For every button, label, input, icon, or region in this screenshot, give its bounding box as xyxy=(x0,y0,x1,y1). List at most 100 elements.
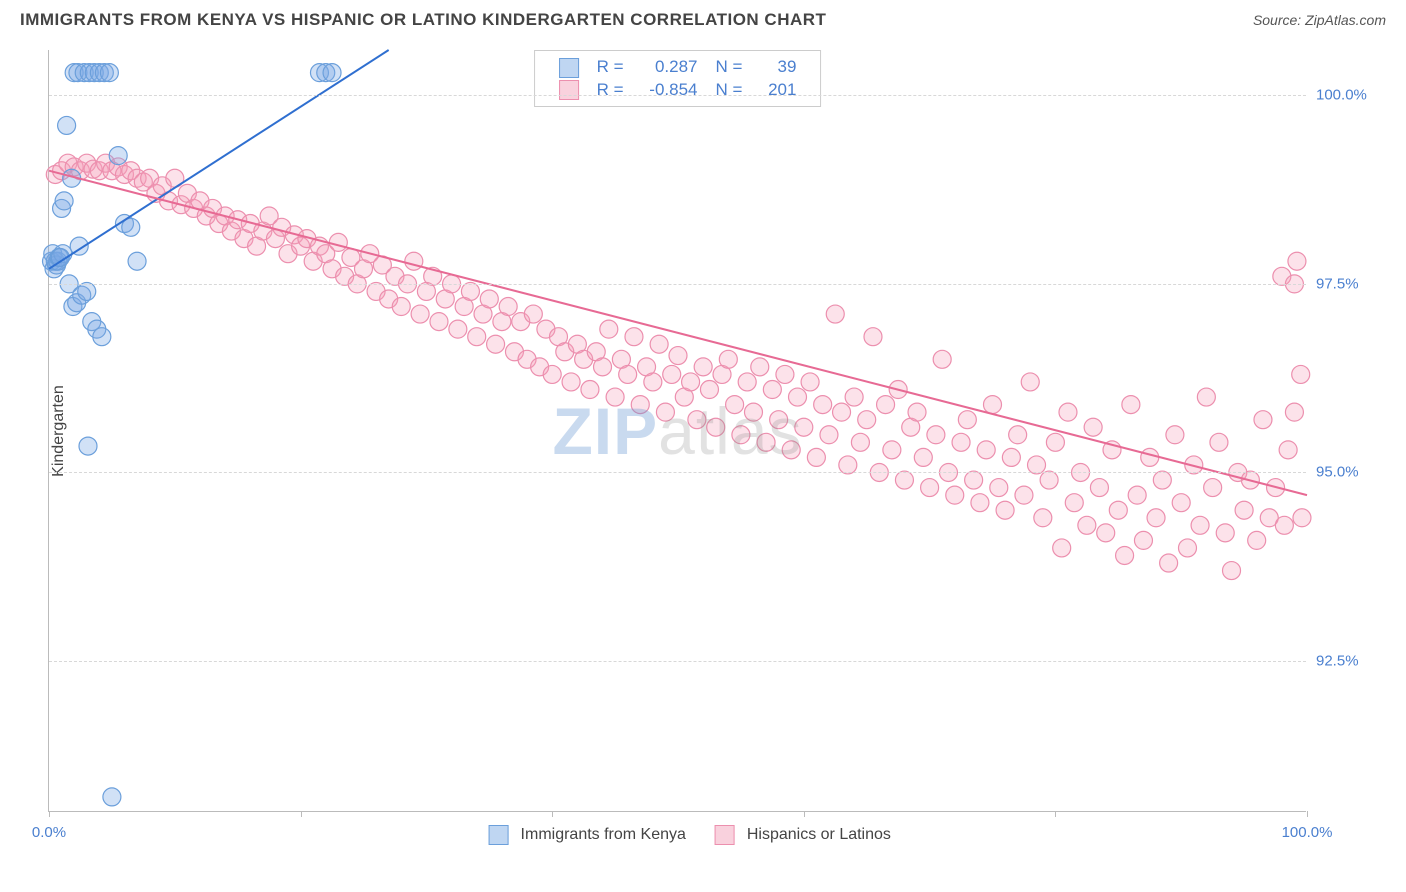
series-label-kenya: Immigrants from Kenya xyxy=(521,826,686,843)
scatter-point-hispanic xyxy=(1134,531,1152,549)
scatter-point-hispanic xyxy=(461,282,479,300)
scatter-point-hispanic xyxy=(1160,554,1178,572)
scatter-point-hispanic xyxy=(1097,524,1115,542)
legend-R-label: R = xyxy=(589,57,632,78)
scatter-point-hispanic xyxy=(864,328,882,346)
x-tick-mark xyxy=(49,811,50,817)
legend-R-label: R = xyxy=(589,80,632,101)
plot-area: Kindergarten ZIPatlas R = 0.287 N = 39 R… xyxy=(48,50,1306,812)
scatter-point-kenya xyxy=(58,116,76,134)
scatter-point-hispanic xyxy=(405,252,423,270)
scatter-point-hispanic xyxy=(990,479,1008,497)
scatter-point-hispanic xyxy=(851,433,869,451)
x-tick-label: 100.0% xyxy=(1282,824,1333,841)
y-tick-label: 97.5% xyxy=(1316,275,1386,292)
scatter-point-hispanic xyxy=(468,328,486,346)
scatter-point-hispanic xyxy=(801,373,819,391)
scatter-point-hispanic xyxy=(751,358,769,376)
y-tick-label: 100.0% xyxy=(1316,87,1386,104)
scatter-point-hispanic xyxy=(933,350,951,368)
scatter-point-hispanic xyxy=(965,471,983,489)
scatter-point-hispanic xyxy=(952,433,970,451)
legend-swatch-kenya-bottom xyxy=(488,825,508,845)
scatter-point-hispanic xyxy=(329,233,347,251)
scatter-point-hispanic xyxy=(1034,509,1052,527)
scatter-point-hispanic xyxy=(914,448,932,466)
scatter-point-kenya xyxy=(78,282,96,300)
scatter-point-hispanic xyxy=(971,494,989,512)
legend-N-label: N = xyxy=(708,57,751,78)
scatter-point-hispanic xyxy=(795,418,813,436)
x-tick-label: 0.0% xyxy=(32,824,66,841)
scatter-point-hispanic xyxy=(594,358,612,376)
y-tick-label: 92.5% xyxy=(1316,653,1386,670)
source-label: Source: ZipAtlas.com xyxy=(1253,12,1386,28)
scatter-point-kenya xyxy=(128,252,146,270)
scatter-point-hispanic xyxy=(1009,426,1027,444)
y-tick-label: 95.0% xyxy=(1316,464,1386,481)
legend-N-kenya: 39 xyxy=(752,57,804,78)
scatter-point-hispanic xyxy=(682,373,700,391)
scatter-point-hispanic xyxy=(858,411,876,429)
scatter-point-hispanic xyxy=(1122,396,1140,414)
scatter-point-hispanic xyxy=(1021,373,1039,391)
scatter-point-hispanic xyxy=(845,388,863,406)
scatter-point-kenya xyxy=(323,64,341,82)
scatter-point-hispanic xyxy=(1172,494,1190,512)
scatter-point-hispanic xyxy=(1015,486,1033,504)
scatter-point-hispanic xyxy=(977,441,995,459)
scatter-point-hispanic xyxy=(1292,365,1310,383)
scatter-point-hispanic xyxy=(480,290,498,308)
scatter-point-hispanic xyxy=(656,403,674,421)
scatter-point-hispanic xyxy=(826,305,844,323)
legend-swatch-hispanic xyxy=(559,80,579,100)
scatter-point-hispanic xyxy=(1197,388,1215,406)
legend-row-hispanic: R = -0.854 N = 201 xyxy=(551,80,805,101)
scatter-point-kenya xyxy=(109,147,127,165)
scatter-point-hispanic xyxy=(1090,479,1108,497)
scatter-point-hispanic xyxy=(1191,516,1209,534)
x-tick-mark xyxy=(552,811,553,817)
x-tick-mark xyxy=(804,811,805,817)
scatter-point-hispanic xyxy=(1141,448,1159,466)
scatter-point-hispanic xyxy=(776,365,794,383)
scatter-point-hispanic xyxy=(921,479,939,497)
scatter-point-hispanic xyxy=(895,471,913,489)
scatter-point-hispanic xyxy=(984,396,1002,414)
trend-line-hispanic xyxy=(49,171,1307,495)
scatter-point-hispanic xyxy=(688,411,706,429)
scatter-point-hispanic xyxy=(1046,433,1064,451)
scatter-point-hispanic xyxy=(807,448,825,466)
scatter-point-hispanic xyxy=(1040,471,1058,489)
scatter-point-hispanic xyxy=(700,381,718,399)
legend-R-kenya: 0.287 xyxy=(634,57,706,78)
scatter-point-hispanic xyxy=(996,501,1014,519)
scatter-point-hispanic xyxy=(883,441,901,459)
scatter-point-hispanic xyxy=(1166,426,1184,444)
scatter-point-hispanic xyxy=(1275,516,1293,534)
scatter-point-hispanic xyxy=(392,298,410,316)
scatter-point-hispanic xyxy=(1002,448,1020,466)
scatter-point-hispanic xyxy=(763,381,781,399)
legend-R-hispanic: -0.854 xyxy=(634,80,706,101)
scatter-point-hispanic xyxy=(1128,486,1146,504)
scatter-point-hispanic xyxy=(524,305,542,323)
scatter-point-hispanic xyxy=(1065,494,1083,512)
scatter-point-hispanic xyxy=(430,313,448,331)
scatter-point-hispanic xyxy=(908,403,926,421)
legend-N-hispanic: 201 xyxy=(752,80,804,101)
scatter-point-hispanic xyxy=(581,381,599,399)
x-tick-mark xyxy=(1307,811,1308,817)
scatter-point-hispanic xyxy=(631,396,649,414)
scatter-point-hispanic xyxy=(1028,456,1046,474)
scatter-point-hispanic xyxy=(1147,509,1165,527)
scatter-point-hispanic xyxy=(1053,539,1071,557)
scatter-point-hispanic xyxy=(738,373,756,391)
scatter-point-hispanic xyxy=(726,396,744,414)
scatter-point-hispanic xyxy=(1293,509,1311,527)
legend-N-label: N = xyxy=(708,80,751,101)
scatter-point-hispanic xyxy=(411,305,429,323)
gridline xyxy=(49,472,1306,473)
scatter-point-hispanic xyxy=(663,365,681,383)
scatter-point-hispanic xyxy=(833,403,851,421)
